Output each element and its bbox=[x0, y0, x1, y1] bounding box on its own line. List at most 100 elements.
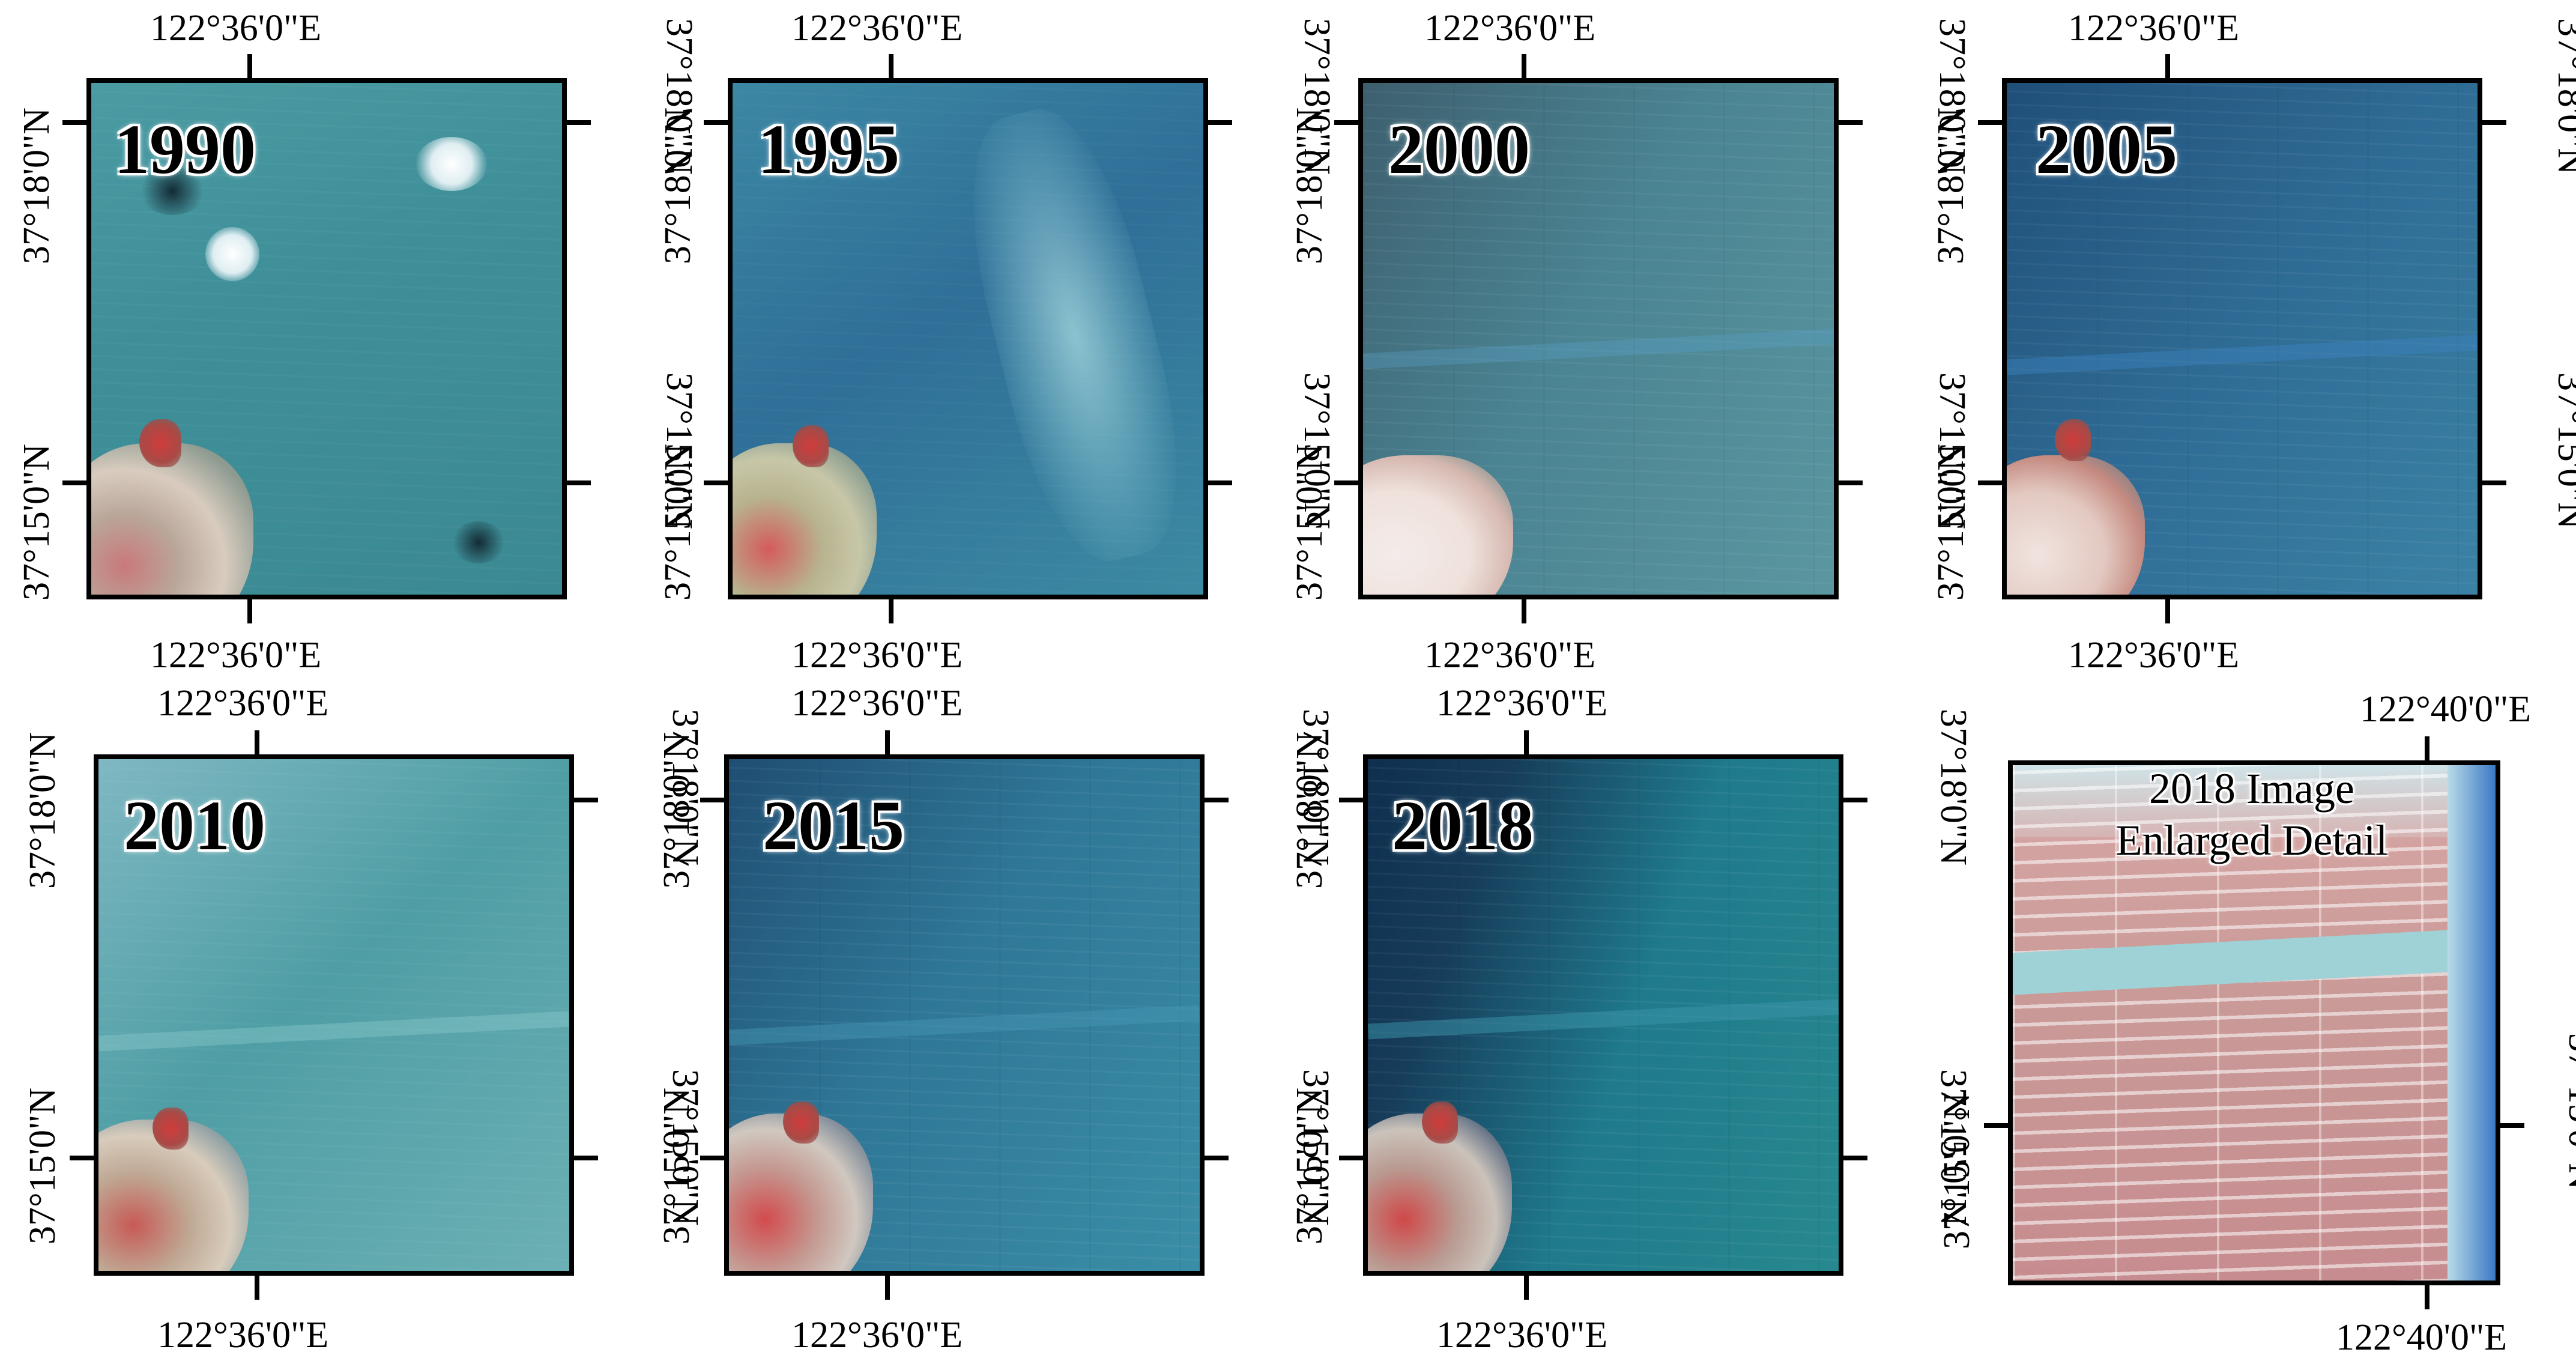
tick-mark bbox=[1978, 480, 2002, 485]
lon-label-bottom: 122°36'0"E bbox=[1424, 635, 1596, 676]
tick-mark bbox=[255, 1276, 259, 1300]
detail-bed-rows bbox=[2013, 765, 2496, 1281]
detail-grid bbox=[2013, 765, 2496, 1281]
lon-label-bottom: 122°36'0"E bbox=[2068, 635, 2240, 676]
tick-mark bbox=[1978, 120, 2002, 125]
year-label: 2018 bbox=[1392, 786, 1534, 865]
lat-label-south: 37°15'0"N bbox=[1296, 372, 1337, 530]
tick-mark bbox=[574, 798, 598, 802]
red-vegetation bbox=[139, 419, 181, 467]
cloud bbox=[416, 137, 488, 191]
lat-label-south: 37°15'0"N bbox=[665, 1069, 706, 1226]
lat-label-south: 37°15'0"N bbox=[1295, 1069, 1336, 1226]
tick-mark bbox=[2165, 54, 2170, 78]
tick-mark bbox=[567, 120, 591, 125]
detail-title-line2: Enlarged Detail bbox=[2115, 816, 2388, 865]
tick-mark bbox=[704, 480, 728, 485]
year-label: 1990 bbox=[114, 110, 256, 189]
lat-label-north: 37°18'0"N bbox=[2550, 18, 2576, 175]
tick-mark bbox=[1522, 54, 1526, 78]
detail-panel bbox=[2008, 760, 2500, 1285]
tick-mark bbox=[1208, 480, 1232, 485]
tick-mark bbox=[2425, 736, 2429, 760]
map-panel-2015 bbox=[724, 754, 1205, 1276]
tick-mark bbox=[2165, 599, 2170, 623]
tick-mark bbox=[574, 1156, 598, 1160]
coastline-land bbox=[91, 443, 253, 595]
lon-label-bottom: 122°36'0"E bbox=[791, 635, 963, 676]
lat-label-south: 37°15'0"N bbox=[16, 443, 57, 601]
tick-mark bbox=[62, 480, 86, 485]
lat-label-north: 37°18'0"N bbox=[22, 732, 63, 889]
lat-label-north: 37°18'0"N bbox=[1932, 18, 1973, 175]
lat-label-south: 37°15'0"N bbox=[22, 1087, 63, 1244]
tick-mark bbox=[1843, 1156, 1867, 1160]
lat-label-north: 37°18'0"N bbox=[1933, 709, 1974, 866]
red-vegetation bbox=[153, 1108, 189, 1150]
tick-mark bbox=[885, 730, 890, 754]
lon-label-top: 122°36'0"E bbox=[150, 8, 322, 49]
lon-label-top: 122°36'0"E bbox=[1424, 8, 1596, 49]
cloud-shadow bbox=[139, 167, 205, 215]
red-vegetation bbox=[783, 1102, 819, 1144]
lon-label-top: 122°36'0"E bbox=[1436, 683, 1608, 724]
lon-label-bottom: 122°36'0"E bbox=[150, 635, 322, 676]
red-vegetation bbox=[1422, 1102, 1458, 1144]
tick-mark bbox=[1524, 1276, 1529, 1300]
tick-mark bbox=[1205, 798, 1229, 802]
tick-mark bbox=[2482, 120, 2506, 125]
tick-mark bbox=[704, 120, 728, 125]
coastline-land bbox=[733, 443, 877, 595]
detail-lat-label-right: 37°15'0"N bbox=[2561, 1033, 2576, 1190]
tick-mark bbox=[1984, 1123, 2008, 1128]
tick-mark bbox=[1208, 120, 1232, 125]
tick-mark bbox=[247, 54, 252, 78]
lon-label-top: 122°36'0"E bbox=[791, 683, 963, 724]
lon-label-bottom: 122°36'0"E bbox=[1436, 1315, 1608, 1356]
tick-mark bbox=[1339, 798, 1363, 802]
map-panel-1990 bbox=[86, 78, 567, 599]
year-label: 2000 bbox=[1388, 110, 1530, 189]
detail-lon-label-bottom: 122°40'0"E bbox=[2336, 1317, 2508, 1358]
detail-title: 2018 Image Enlarged Detail bbox=[2066, 763, 2438, 867]
map-panel-2000 bbox=[1358, 78, 1839, 599]
tick-mark bbox=[255, 730, 259, 754]
tick-mark bbox=[1334, 120, 1358, 125]
detail-title-line1: 2018 Image bbox=[2149, 765, 2354, 813]
lon-label-top: 122°36'0"E bbox=[791, 8, 963, 49]
tick-mark bbox=[700, 798, 724, 802]
tick-mark bbox=[247, 599, 252, 623]
tick-mark bbox=[62, 120, 86, 125]
tick-mark bbox=[889, 54, 893, 78]
coastline-land bbox=[2007, 455, 2145, 595]
tick-mark bbox=[1843, 798, 1867, 802]
map-panel-1995 bbox=[728, 78, 1208, 599]
year-label: 2015 bbox=[763, 786, 904, 865]
lat-label-south: 37°15'0"N bbox=[1933, 1069, 1974, 1226]
lat-label-south: 37°15'0"N bbox=[2550, 372, 2576, 530]
map-panel-2005 bbox=[2002, 78, 2482, 599]
lat-label-north: 37°18'0"N bbox=[1296, 18, 1337, 175]
lat-label-north: 37°18'0"N bbox=[16, 107, 57, 264]
year-label: 2005 bbox=[2036, 110, 2177, 189]
tick-mark bbox=[1205, 1156, 1229, 1160]
lat-label-north: 37°18'0"N bbox=[1295, 709, 1336, 866]
map-panel-2010 bbox=[94, 754, 574, 1276]
year-label: 2010 bbox=[124, 786, 265, 865]
tick-mark bbox=[1839, 120, 1863, 125]
lon-label-bottom: 122°36'0"E bbox=[157, 1315, 329, 1356]
lon-label-top: 122°36'0"E bbox=[157, 683, 329, 724]
red-vegetation bbox=[2055, 419, 2091, 461]
tick-mark bbox=[70, 1156, 94, 1160]
lon-label-bottom: 122°36'0"E bbox=[791, 1315, 963, 1356]
coastline-land bbox=[1363, 455, 1513, 595]
tick-mark bbox=[889, 599, 893, 623]
map-panel-2018 bbox=[1363, 754, 1843, 1276]
cloud-shadow bbox=[452, 521, 506, 563]
tick-mark bbox=[700, 1156, 724, 1160]
tick-mark bbox=[1339, 1156, 1363, 1160]
detail-right-water bbox=[2448, 765, 2496, 1281]
tick-mark bbox=[2500, 1123, 2524, 1128]
lat-label-north: 37°18'0"N bbox=[665, 709, 706, 866]
tick-mark bbox=[1524, 730, 1529, 754]
